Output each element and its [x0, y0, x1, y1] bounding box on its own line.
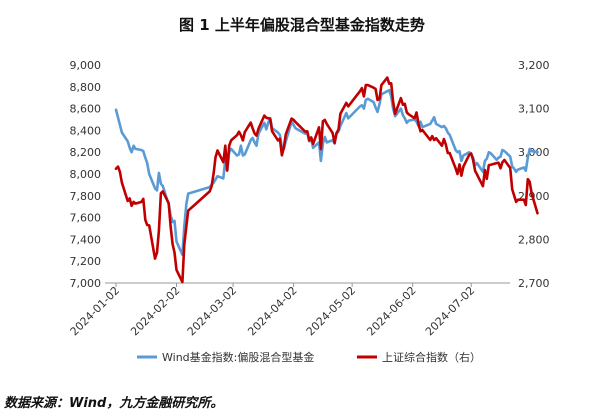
x-tick-label: 2024-04-02	[245, 284, 299, 338]
legend-label: 上证综合指数（右）	[382, 350, 481, 364]
y-left-tick-label: 7,000	[70, 277, 102, 290]
legend-label: Wind基金指数:偏股混合型基金	[162, 350, 314, 364]
x-tick-label: 2024-05-02	[304, 284, 358, 338]
x-tick-label: 2024-03-02	[185, 284, 239, 338]
y-left-tick-label: 9,000	[70, 59, 102, 72]
x-tick-label: 2024-06-02	[364, 284, 418, 338]
y-right-tick-label: 3,200	[518, 59, 550, 72]
y-right-tick-label: 2,700	[518, 277, 550, 290]
y-left-tick-label: 7,600	[70, 212, 102, 225]
chart-title: 图 1 上半年偏股混合型基金指数走势	[179, 16, 425, 34]
y-right-tick-label: 2,800	[518, 233, 550, 246]
y-right-tick-label: 3,100	[518, 103, 550, 116]
y-left-tick-label: 8,400	[70, 124, 102, 137]
series-line-fund-index	[114, 88, 539, 256]
x-tick-label: 2024-02-02	[128, 284, 182, 338]
y-left-tick-label: 8,000	[70, 168, 102, 181]
series-line-shanghai-composite	[114, 76, 539, 284]
y-left-tick-label: 8,800	[70, 81, 102, 94]
y-left-tick-label: 8,600	[70, 103, 102, 116]
y-left-tick-label: 8,200	[70, 146, 102, 159]
x-tick-label: 2024-01-02	[68, 284, 122, 338]
y-left-tick-label: 7,800	[70, 190, 102, 203]
y-left-tick-label: 7,200	[70, 255, 102, 268]
x-tick-label: 2024-07-02	[423, 284, 477, 338]
data-source-note: 数据来源：Wind，九方金融研究所。	[4, 396, 224, 411]
y-left-tick-label: 7,400	[70, 233, 102, 246]
